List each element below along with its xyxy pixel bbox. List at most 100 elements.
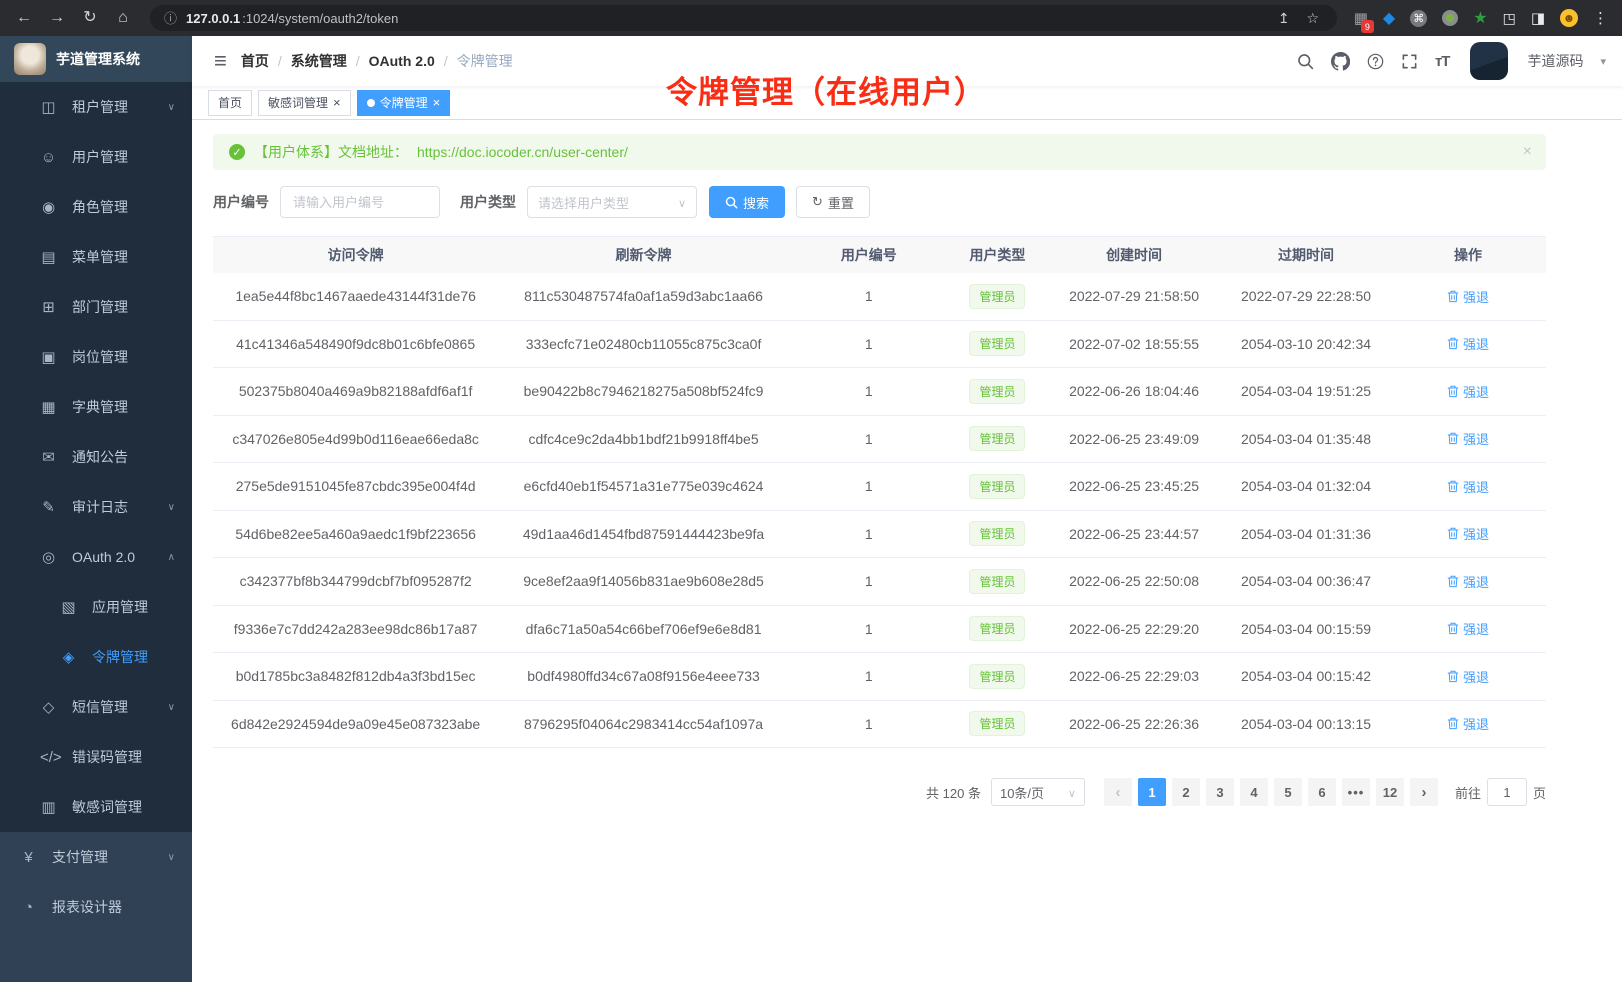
goto-page-input[interactable] (1486, 778, 1527, 806)
close-icon[interactable] (433, 96, 441, 109)
doc-alert: 【用户体系】文档地址： https://doc.iocoder.cn/user-… (213, 134, 1546, 170)
breadcrumb-item[interactable]: 系统管理 (291, 51, 360, 71)
force-logout-button[interactable]: 强退 (1447, 429, 1489, 448)
extension-button[interactable]: ⋮ (1593, 9, 1608, 27)
force-logout-button[interactable]: 强退 (1447, 334, 1489, 353)
view-tag[interactable]: 首页 (208, 89, 253, 116)
sidebar-menu-item[interactable]: ◈ 令牌管理 (0, 632, 192, 682)
page-size-select[interactable]: 10条/页 (990, 778, 1085, 806)
reset-button[interactable]: ↻ 重置 (796, 186, 870, 218)
refresh-token-cell: 9ce8ef2aa9f14056b831ae9b608e28d5 (523, 573, 764, 590)
home-icon[interactable]: ⌂ (118, 9, 128, 26)
user-id-input[interactable] (280, 186, 440, 218)
view-tag[interactable]: 敏感词管理 (258, 89, 351, 116)
sidebar-menu-item[interactable]: ◫ 租户管理 ∨ (0, 82, 192, 132)
force-logout-button[interactable]: 强退 (1447, 619, 1489, 638)
created-time-cell: 2022-06-25 23:49:09 (1069, 430, 1200, 447)
sidebar-menu-item[interactable]: </> 错误码管理 (0, 732, 192, 782)
force-logout-button[interactable]: 强退 (1447, 714, 1489, 733)
doc-link[interactable]: https://doc.iocoder.cn/user-center/ (417, 144, 628, 160)
menu-tree-icon: ▤ (41, 249, 56, 266)
trash-icon (1447, 290, 1459, 302)
user-type-select[interactable]: 请选择用户类型 (527, 186, 697, 218)
search-icon[interactable] (1297, 53, 1314, 70)
github-icon[interactable] (1330, 51, 1350, 71)
chevron-icon: ∨ (167, 851, 175, 863)
emoji-avatar-icon: ☻ (1560, 9, 1578, 27)
fullscreen-icon[interactable] (1401, 53, 1418, 70)
app-logo[interactable]: 芋道管理系统 (0, 36, 192, 82)
extension-button[interactable]: ▦ 9 (1354, 9, 1374, 33)
force-logout-button[interactable]: 强退 (1447, 524, 1489, 543)
user-icon: ☺ (40, 148, 57, 166)
created-time-cell: 2022-06-25 22:26:36 (1069, 715, 1200, 732)
close-icon[interactable] (333, 96, 341, 109)
close-icon[interactable] (1523, 143, 1532, 161)
sidebar-menu-item[interactable]: ▣ 岗位管理 (0, 332, 192, 382)
page-number-button[interactable]: 4 (1239, 778, 1268, 806)
user-id-cell: 1 (864, 525, 873, 542)
reload-icon[interactable]: ↻ (83, 9, 97, 26)
force-logout-button[interactable]: 强退 (1447, 477, 1489, 496)
sidebar-menu-item[interactable]: ¥ 支付管理 ∨ (0, 832, 192, 882)
next-page-button[interactable] (1409, 778, 1438, 806)
tag-label: 令牌管理 (379, 96, 428, 110)
caret-down-icon[interactable] (1600, 52, 1606, 70)
breadcrumb-item[interactable]: 首页 (241, 51, 282, 71)
extension-button[interactable]: ◆ (1383, 8, 1395, 28)
user-avatar[interactable] (1470, 42, 1509, 80)
extension-button[interactable]: ⌘ (1410, 9, 1428, 27)
force-logout-button[interactable]: 强退 (1447, 572, 1489, 591)
address-bar[interactable]: 127.0.0.1 :1024/system/oauth2/token ↥ ☆ (150, 5, 1337, 31)
app-title: 芋道管理系统 (56, 51, 140, 67)
font-size-icon[interactable]: тT (1434, 52, 1450, 70)
user-id-cell: 1 (864, 335, 873, 352)
breadcrumb: 首页系统管理 OAuth 2.0 令牌管理 (241, 51, 522, 71)
app-icon: ▧ (61, 599, 76, 616)
share-icon[interactable]: ↥ (1277, 10, 1290, 26)
page-number-button[interactable]: 5 (1273, 778, 1302, 806)
extension-button[interactable]: ◨ (1531, 9, 1545, 27)
sidebar-fold-icon[interactable]: ≡ (214, 48, 227, 73)
sidebar-menu-item[interactable]: ◎ OAuth 2.0 ∧ (0, 532, 192, 582)
info-icon[interactable] (164, 8, 177, 28)
sidebar-menu-item[interactable]: ▦ 字典管理 (0, 382, 192, 432)
page-number-button[interactable]: 1 (1137, 778, 1166, 806)
page-number-button[interactable]: 6 (1307, 778, 1336, 806)
sidebar-menu-item[interactable]: ▥ 敏感词管理 (0, 782, 192, 832)
page-number-button[interactable]: ••• (1341, 778, 1370, 806)
org-tree-icon: ⊞ (42, 299, 55, 316)
tags-view: 首页 敏感词管理 令牌管理 (192, 86, 1622, 120)
extension-button[interactable] (1442, 10, 1459, 26)
sidebar-menu-item[interactable]: ✎ 审计日志 ∨ (0, 482, 192, 532)
search-button[interactable]: 搜索 (709, 186, 786, 218)
page-number-button[interactable]: 12 (1375, 778, 1404, 806)
breadcrumb-item[interactable]: 令牌管理 (456, 53, 513, 69)
back-icon[interactable]: ← (16, 9, 32, 26)
page-number-button[interactable]: 2 (1171, 778, 1200, 806)
sidebar-menu-item[interactable]: ◉ 角色管理 (0, 182, 192, 232)
page-number-button[interactable]: 3 (1205, 778, 1234, 806)
extension-button[interactable]: ☻ (1560, 9, 1578, 27)
sidebar-menu-item[interactable]: ◔ 报表设计器 (0, 882, 192, 932)
view-tag[interactable]: 令牌管理 (356, 89, 451, 116)
sidebar-menu-item[interactable]: ◇ 短信管理 ∨ (0, 682, 192, 732)
sidebar-menu-item[interactable]: ⊞ 部门管理 (0, 282, 192, 332)
sidebar-menu-item[interactable]: ✉ 通知公告 (0, 432, 192, 482)
table-row: b0d1785bc3a8482f812db4a3f3bd15ec b0df498… (213, 653, 1546, 701)
breadcrumb-item[interactable]: OAuth 2.0 (369, 53, 448, 69)
force-logout-button[interactable]: 强退 (1447, 287, 1489, 306)
prev-page-button[interactable] (1103, 778, 1132, 806)
sidebar-menu-item[interactable]: ☺ 用户管理 (0, 132, 192, 182)
forward-icon[interactable]: → (49, 9, 65, 26)
extension-button[interactable]: ◳ (1503, 10, 1516, 27)
force-logout-button[interactable]: 强退 (1447, 667, 1489, 686)
extension-button[interactable]: ★ (1473, 8, 1487, 28)
help-icon[interactable] (1367, 53, 1384, 70)
force-logout-button[interactable]: 强退 (1447, 382, 1489, 401)
username[interactable]: 芋道源码 (1527, 53, 1584, 69)
sidebar-menu-item[interactable]: ▧ 应用管理 (0, 582, 192, 632)
bookmark-star-icon[interactable]: ☆ (1306, 10, 1320, 26)
sidebar-menu-item[interactable]: ▤ 菜单管理 (0, 232, 192, 282)
